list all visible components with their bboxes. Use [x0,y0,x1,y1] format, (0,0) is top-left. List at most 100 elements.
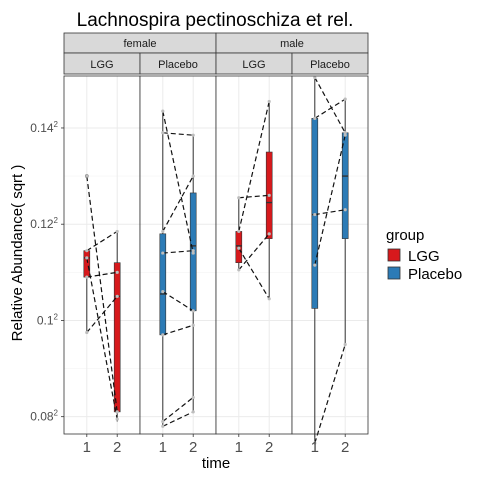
legend-key-placebo [387,266,401,280]
strip-label-placebo: Placebo [158,59,198,71]
data-point [85,174,89,178]
box-placebo-time-2 [341,132,349,239]
data-point [161,424,165,428]
plot-area: female male LGG 1 2 Placebo 1 2 LGG 1 2 Placebo 1 2 0.… [30,32,369,456]
data-point [267,99,271,104]
paired-line [86,230,118,252]
y-tick-label: 0.082 [30,409,58,424]
x-tick-label: 1 [159,439,167,456]
data-point [115,229,119,234]
strip-label-male: male [280,38,304,50]
data-point [115,417,119,421]
x-axis-title: time [202,455,230,472]
data-point [343,342,347,347]
paired-line [162,291,194,312]
data-point [267,193,271,197]
data-point [237,229,241,234]
data-point [313,75,317,80]
data-point [191,251,195,255]
strip-label-placebo: Placebo [310,59,350,71]
data-point [343,97,347,101]
strip-label-lgg: LGG [90,59,113,71]
data-point [115,294,119,298]
data-point [115,270,119,274]
paired-line [314,344,346,444]
paired-line [86,257,118,420]
legend-label-lgg: LGG [408,248,440,265]
panel-border [291,75,369,435]
data-point [343,131,347,135]
strip-label-lgg: LGG [242,59,265,71]
legend-key-lgg [387,248,401,262]
x-tick-label: 1 [311,439,319,456]
paired-line [238,194,270,199]
legend-title: group [386,227,424,244]
data-point [191,410,195,414]
data-point [313,441,317,445]
data-point [191,133,195,137]
data-point [161,109,165,113]
x-tick-label: 2 [113,439,121,456]
paired-line [162,132,194,136]
paired-line [162,250,194,254]
data-point [85,256,89,260]
x-tick-label: 2 [189,439,197,456]
data-point [191,323,195,327]
paired-line [86,271,118,278]
paired-line [314,98,346,119]
y-tick-label: 0.142 [30,120,58,135]
panel-background [292,76,368,434]
x-tick-label: 2 [341,439,349,456]
data-point [267,232,271,236]
paired-line [162,396,194,422]
panel-female-placebo: Placebo 1 2 [139,52,217,456]
data-point [161,229,165,234]
panel-male-placebo: Placebo 1 2 [291,52,369,456]
legend-entry-lgg: LGG [387,248,440,265]
panel-male-lgg: LGG 1 2 [215,52,293,456]
paired-line [162,111,194,254]
paired-line [162,324,194,336]
box-lgg-time-1 [83,250,91,278]
legend-label-placebo: Placebo [408,266,462,283]
x-tick-label: 1 [235,439,243,456]
data-point [85,330,89,335]
paired-line [314,77,346,134]
data-point [191,249,195,253]
data-point [313,116,317,120]
strip-placebo [291,52,369,75]
data-point [115,410,119,414]
data-point [191,309,195,313]
data-point [237,268,241,272]
data-point [161,333,165,337]
paired-line [314,209,346,216]
panel-background [140,76,216,434]
data-point [161,131,165,135]
paired-line [162,175,194,232]
x-tick-label: 1 [83,439,91,456]
y-tick-label: 0.122 [30,216,58,231]
paired-line [238,247,270,300]
legend: group LGG Placebo [386,227,462,283]
x-tick-label: 2 [265,439,273,456]
chart-title: Lachnospira pectinoschiza et rel. [77,10,354,31]
data-point [161,289,165,294]
data-point [191,174,195,178]
y-axis-title: Relative Abundance( sqrt ) [9,165,26,342]
y-tick-label: 0.12 [37,312,59,327]
paired-line [238,101,270,232]
data-point [161,419,165,424]
panel-background [64,76,140,434]
data-point [161,251,165,255]
panel-female-lgg: LGG 1 2 [63,52,141,456]
paired-line [162,411,194,427]
data-point [85,275,89,279]
box-lgg-time-2 [113,262,121,413]
data-point [267,297,271,301]
paired-line [314,135,346,266]
data-point [313,212,317,217]
legend-entry-placebo: Placebo [387,266,462,283]
data-point [237,196,241,200]
data-point [313,263,317,267]
